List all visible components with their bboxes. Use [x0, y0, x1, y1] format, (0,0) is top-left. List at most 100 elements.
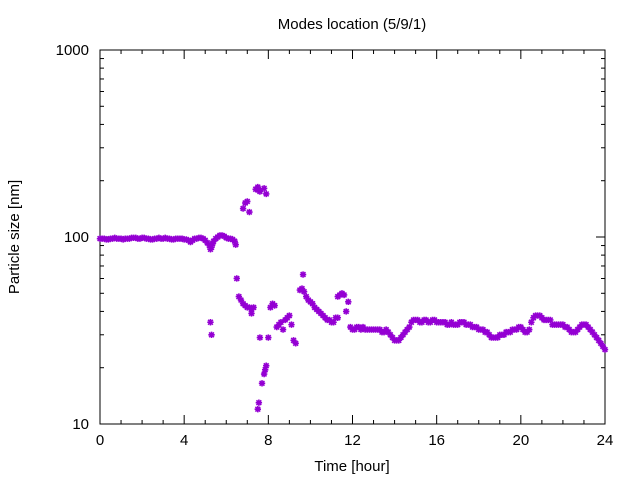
data-point [330, 319, 337, 326]
data-point [334, 314, 341, 321]
x-tick-label: 12 [344, 432, 361, 449]
data-point [494, 334, 501, 341]
data-point [288, 321, 295, 328]
data-point [109, 235, 116, 242]
data-point [208, 331, 215, 338]
data-point [387, 331, 394, 338]
data-point [528, 319, 535, 326]
data-point [209, 240, 216, 247]
data-point [486, 331, 493, 338]
data-point [208, 244, 215, 251]
x-tick-label: 4 [180, 432, 188, 449]
data-point [117, 235, 125, 242]
data-point [149, 236, 156, 243]
x-axis-label: Time [hour] [314, 458, 389, 475]
data-point [255, 399, 263, 406]
data-point [162, 234, 169, 242]
data-point [254, 183, 262, 191]
data-point [271, 302, 278, 309]
data-point [223, 234, 230, 242]
data-point [261, 366, 269, 373]
data-point [599, 343, 607, 350]
data-point [260, 370, 268, 378]
x-tick-label: 20 [512, 432, 529, 449]
data-point [263, 362, 270, 369]
data-point [298, 285, 306, 292]
data-point [406, 323, 413, 331]
x-tick-label: 24 [597, 432, 614, 449]
data-point [207, 319, 214, 326]
x-tick-label: 8 [264, 432, 272, 449]
data-point [345, 298, 352, 306]
data-point [389, 334, 396, 341]
y-axis-label: Particle size [nm] [6, 180, 23, 294]
data-point [193, 235, 200, 242]
data-point [591, 331, 598, 338]
data-point [299, 271, 307, 278]
y-tick-label: 10 [72, 416, 89, 433]
data-point [395, 337, 402, 344]
data-point [119, 236, 127, 243]
data-point [197, 234, 205, 242]
data-point [397, 334, 405, 341]
data-point [595, 337, 602, 344]
data-point [227, 235, 234, 242]
data-point [232, 241, 239, 248]
data-point [159, 235, 167, 242]
data-point [340, 291, 348, 299]
data-point [292, 340, 299, 347]
data-point [132, 234, 139, 242]
data-point [526, 326, 533, 333]
data-point [183, 236, 190, 243]
data-point [309, 300, 316, 307]
data-point [248, 310, 255, 317]
data-point [178, 235, 186, 242]
data-point [140, 234, 148, 242]
data-point [593, 334, 600, 341]
data-points [96, 183, 609, 413]
data-point [258, 380, 266, 387]
data-point [260, 185, 268, 192]
data-point [256, 188, 264, 195]
data-point [547, 316, 554, 324]
data-point [231, 237, 238, 245]
data-point [244, 198, 251, 205]
data-point [170, 236, 177, 243]
y-axis: 10 100 1000 [56, 42, 605, 433]
data-point [300, 288, 308, 295]
data-point [111, 234, 118, 242]
chart-title: Modes location (5/9/1) [278, 16, 426, 33]
data-point [279, 326, 287, 333]
data-point [277, 319, 285, 326]
y-tick-label: 1000 [56, 42, 89, 59]
data-point [101, 235, 108, 242]
data-point [286, 312, 293, 319]
data-point [250, 304, 257, 311]
data-point [155, 234, 163, 242]
x-axis: 0 4 8 12 16 20 24 [96, 50, 614, 449]
data-point [246, 208, 253, 216]
data-point [233, 275, 240, 282]
data-point [239, 205, 247, 212]
y-tick-label: 100 [64, 229, 89, 246]
data-point [597, 340, 604, 347]
data-point [342, 308, 350, 315]
data-point [601, 346, 609, 353]
data-point [136, 235, 144, 242]
x-tick-label: 16 [428, 432, 445, 449]
data-point [105, 236, 112, 243]
data-point [166, 235, 173, 242]
data-point [256, 334, 264, 341]
data-point [263, 190, 270, 198]
x-tick-label: 0 [96, 432, 104, 449]
data-point [290, 337, 297, 344]
data-point [235, 293, 243, 300]
data-point [237, 296, 245, 304]
data-point [267, 304, 274, 311]
data-point [254, 405, 262, 413]
data-point [303, 293, 310, 300]
data-point [126, 235, 133, 242]
data-point [265, 334, 272, 341]
data-point [145, 235, 152, 242]
